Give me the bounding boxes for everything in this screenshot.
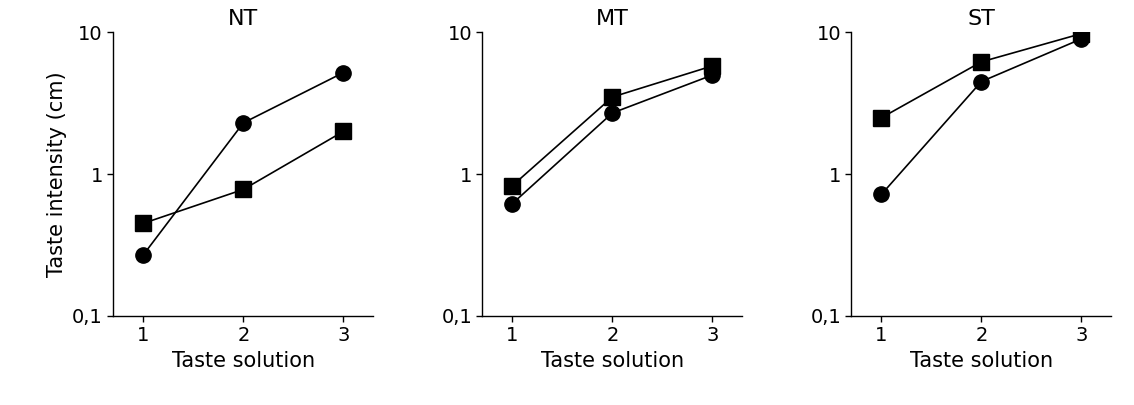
- X-axis label: Taste solution: Taste solution: [909, 351, 1053, 371]
- X-axis label: Taste solution: Taste solution: [541, 351, 684, 371]
- Title: ST: ST: [967, 9, 996, 30]
- X-axis label: Taste solution: Taste solution: [171, 351, 315, 371]
- Title: NT: NT: [228, 9, 259, 30]
- Title: MT: MT: [596, 9, 628, 30]
- Y-axis label: Taste intensity (cm): Taste intensity (cm): [46, 71, 67, 277]
